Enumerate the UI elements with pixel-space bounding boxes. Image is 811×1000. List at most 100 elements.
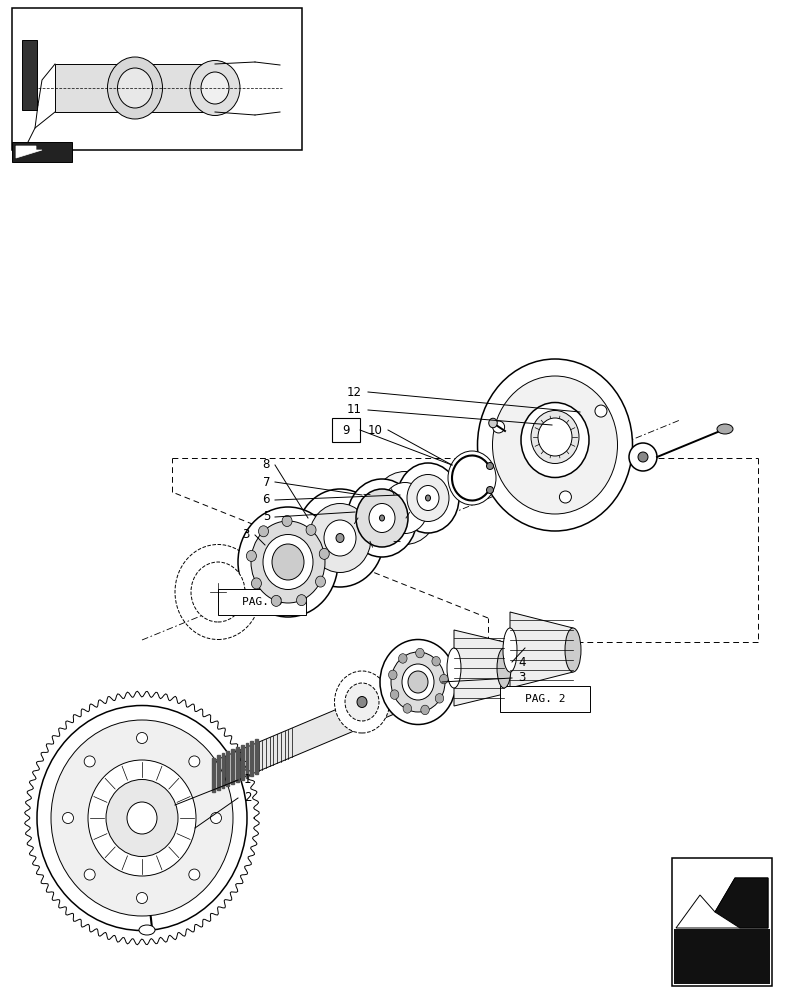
Ellipse shape <box>37 706 247 930</box>
Ellipse shape <box>346 479 417 557</box>
Text: PAG. 3: PAG. 3 <box>242 597 282 607</box>
Bar <box>500 686 590 712</box>
Ellipse shape <box>271 595 281 606</box>
Ellipse shape <box>357 696 367 708</box>
Ellipse shape <box>263 534 312 589</box>
Ellipse shape <box>189 869 200 880</box>
Polygon shape <box>217 755 219 790</box>
Polygon shape <box>215 640 500 789</box>
Ellipse shape <box>390 690 398 699</box>
Ellipse shape <box>258 526 268 537</box>
Text: 3: 3 <box>242 528 250 541</box>
Ellipse shape <box>272 544 303 580</box>
Ellipse shape <box>398 654 406 663</box>
Ellipse shape <box>62 812 74 823</box>
Ellipse shape <box>391 652 444 712</box>
Polygon shape <box>221 753 224 788</box>
Ellipse shape <box>431 656 440 666</box>
Text: 5: 5 <box>262 510 270 523</box>
Ellipse shape <box>315 576 325 587</box>
Ellipse shape <box>210 812 221 823</box>
Ellipse shape <box>84 756 95 767</box>
Ellipse shape <box>251 521 324 603</box>
Ellipse shape <box>716 424 732 434</box>
Ellipse shape <box>319 548 328 559</box>
Text: 11: 11 <box>346 403 362 416</box>
Ellipse shape <box>238 507 337 617</box>
Polygon shape <box>676 878 767 928</box>
Polygon shape <box>255 739 258 774</box>
Ellipse shape <box>486 487 493 493</box>
Text: 4: 4 <box>517 656 525 668</box>
Ellipse shape <box>51 720 233 916</box>
Ellipse shape <box>355 489 407 547</box>
Ellipse shape <box>406 475 448 522</box>
Ellipse shape <box>201 72 229 104</box>
Ellipse shape <box>118 68 152 108</box>
Ellipse shape <box>448 451 496 505</box>
Ellipse shape <box>637 452 647 462</box>
Ellipse shape <box>594 405 606 417</box>
Bar <box>28 20 290 128</box>
Bar <box>673 929 769 984</box>
Ellipse shape <box>415 648 423 658</box>
Ellipse shape <box>629 443 656 471</box>
Ellipse shape <box>521 402 588 478</box>
Ellipse shape <box>88 760 195 876</box>
Ellipse shape <box>191 562 245 622</box>
Text: 3: 3 <box>517 671 525 684</box>
Polygon shape <box>509 612 573 688</box>
Ellipse shape <box>425 495 430 501</box>
Text: 12: 12 <box>346 385 362 398</box>
Ellipse shape <box>492 376 616 514</box>
Text: 2: 2 <box>243 791 251 804</box>
Bar <box>672 858 771 986</box>
Ellipse shape <box>189 756 200 767</box>
Polygon shape <box>16 146 42 158</box>
Polygon shape <box>245 743 248 778</box>
Ellipse shape <box>397 463 458 533</box>
Ellipse shape <box>309 503 371 572</box>
Text: 6: 6 <box>262 493 270 506</box>
Ellipse shape <box>417 486 439 510</box>
Text: 9: 9 <box>341 424 350 436</box>
Ellipse shape <box>296 595 307 606</box>
Ellipse shape <box>371 472 437 544</box>
Ellipse shape <box>538 418 571 456</box>
Polygon shape <box>453 630 504 706</box>
Polygon shape <box>226 751 229 786</box>
Ellipse shape <box>127 802 157 834</box>
Ellipse shape <box>502 628 517 672</box>
Ellipse shape <box>251 578 261 589</box>
Text: 8: 8 <box>262 458 270 472</box>
Ellipse shape <box>380 640 456 724</box>
Polygon shape <box>241 745 243 780</box>
Text: 1: 1 <box>243 773 251 786</box>
Bar <box>55 64 215 112</box>
Ellipse shape <box>281 516 292 527</box>
Bar <box>12 142 72 162</box>
Ellipse shape <box>402 704 411 713</box>
Polygon shape <box>714 878 767 928</box>
Ellipse shape <box>381 483 427 533</box>
Ellipse shape <box>368 503 394 532</box>
Ellipse shape <box>306 524 315 535</box>
Ellipse shape <box>559 491 571 503</box>
Ellipse shape <box>420 705 429 715</box>
Ellipse shape <box>435 694 443 703</box>
Ellipse shape <box>388 670 397 680</box>
Text: 7: 7 <box>262 476 270 488</box>
Text: 10: 10 <box>367 424 383 436</box>
Text: PAG. 2: PAG. 2 <box>524 694 564 704</box>
Ellipse shape <box>439 674 448 684</box>
Ellipse shape <box>136 732 148 743</box>
Ellipse shape <box>530 410 578 464</box>
Ellipse shape <box>446 648 461 688</box>
Ellipse shape <box>175 544 260 640</box>
Ellipse shape <box>324 520 355 556</box>
Ellipse shape <box>139 925 155 935</box>
Polygon shape <box>250 741 253 776</box>
Ellipse shape <box>488 418 496 428</box>
Ellipse shape <box>84 869 95 880</box>
Ellipse shape <box>407 671 427 693</box>
